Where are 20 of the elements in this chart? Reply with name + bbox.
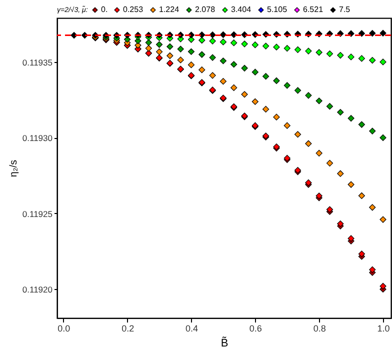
legend-label: 3.404 — [231, 5, 252, 14]
x-tick-label: 0.4 — [185, 324, 198, 334]
legend-label: 5.105 — [267, 5, 288, 14]
y-axis-title: η₂/s — [8, 160, 20, 178]
legend-label: 6.521 — [303, 5, 324, 14]
x-tick-label: 0.6 — [249, 324, 262, 334]
legend-label: 0.253 — [123, 5, 144, 14]
x-tick-label: 0.8 — [313, 324, 326, 334]
x-tick-label: 0.0 — [58, 324, 70, 334]
y-tick-label: 0.11925 — [22, 208, 53, 219]
y-tick-label: 0.11935 — [22, 57, 53, 68]
y-tick-label: 0.11920 — [22, 284, 53, 295]
legend-label: 0. — [101, 5, 108, 14]
y-tick-label: 0.11930 — [22, 133, 53, 144]
x-axis-title: B̃ — [220, 336, 228, 350]
legend-label: 1.224 — [159, 5, 180, 14]
x-tick-label: 0.2 — [122, 324, 134, 334]
x-tick-label: 1.0 — [377, 324, 390, 334]
legend-label: 2.078 — [195, 5, 216, 14]
legend-label: 7.5 — [339, 5, 351, 14]
